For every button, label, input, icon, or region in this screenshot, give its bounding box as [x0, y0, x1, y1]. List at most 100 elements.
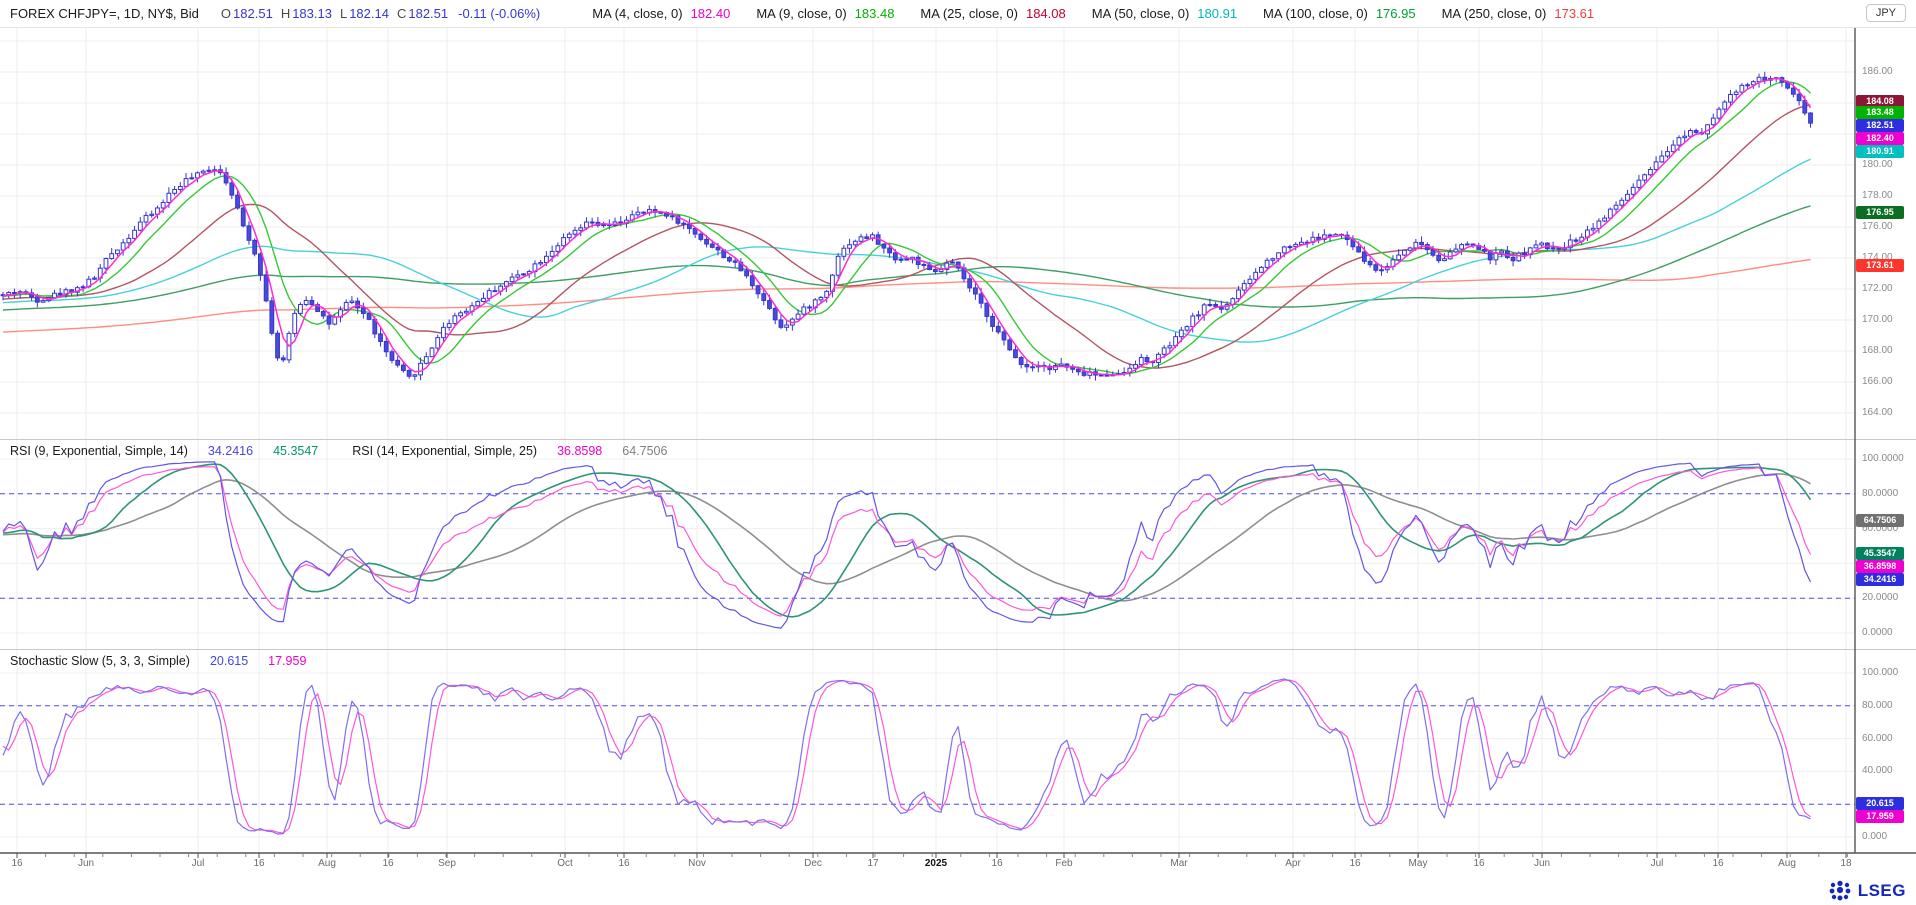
ohlc-key: C	[396, 6, 407, 21]
price-axis-label: 174.00	[1862, 252, 1893, 263]
ohlc-key: L	[339, 6, 348, 21]
rsi-axis-badge: 45.3547	[1856, 547, 1904, 560]
ohlc-values: O 182.51 H 183.13 L 182.14 C 182.51	[213, 6, 448, 21]
time-axis-label: 18	[1840, 858, 1852, 869]
price-axis-label: 186.00	[1862, 66, 1893, 77]
ma-legend: MA (4, close, 0) 182.40 MA (9, close, 0) 18…	[566, 6, 1594, 21]
change-value: -0.11 (-0.06%)	[458, 6, 541, 21]
price-axis-badge: 184.08	[1856, 95, 1904, 108]
price-axis-badge: 180.91	[1856, 145, 1904, 158]
rsi-values-2: 36.8598 64.7506	[547, 444, 677, 458]
price-axis-badge: 173.61	[1856, 259, 1904, 272]
chart-header: FOREX CHFJPY=, 1D, NY$, Bid O 182.51 H 183.…	[0, 0, 1916, 28]
price-axis-label: 164.00	[1862, 407, 1893, 418]
price-axis-label: 180.00	[1862, 159, 1893, 170]
rsi-axis-label: 80.0000	[1862, 487, 1899, 499]
indicator-value: 64.7506	[622, 444, 668, 458]
rsi-header: RSI (9, Exponential, Simple, 14) 34.2416 4…	[10, 444, 687, 458]
price-axis-badge: 182.40	[1856, 132, 1904, 145]
price-axis-badge: 176.95	[1856, 206, 1904, 219]
ma-legend-value: 180.91	[1197, 6, 1238, 21]
ma-legend-value: 183.48	[854, 6, 895, 21]
time-axis-label: Feb	[1055, 858, 1073, 869]
lseg-crest-icon	[1829, 880, 1851, 901]
stoch-header: Stochastic Slow (5, 3, 3, Simple) 20.615 1…	[10, 654, 326, 668]
ma-legend-label: MA (9, close, 0)	[756, 6, 847, 21]
ma-legend-label: MA (100, close, 0)	[1263, 6, 1368, 21]
ma-legend-value: 182.40	[690, 6, 731, 21]
time-axis-label: 17	[867, 858, 879, 869]
rsi-axis-badge: 64.7506	[1856, 514, 1904, 527]
time-axis-label: Sep	[438, 858, 456, 869]
time-axis-label: May	[1408, 858, 1428, 869]
time-axis-label: 16	[991, 858, 1003, 869]
time-axis-label: 16	[11, 858, 23, 869]
time-axis-label: Oct	[557, 858, 573, 869]
time-axis-label: Apr	[1285, 858, 1301, 869]
ma-legend-label: MA (50, close, 0)	[1091, 6, 1190, 21]
time-axis-label: 16	[1473, 858, 1485, 869]
time-axis-label: 16	[382, 858, 394, 869]
rsi-label-1: RSI (9, Exponential, Simple, 14)	[10, 444, 188, 458]
ohlc-key: H	[280, 6, 291, 21]
price-axis-label: 176.00	[1862, 221, 1893, 232]
lseg-logo-text: LSEG	[1857, 881, 1906, 900]
ohlc-value: 182.14	[349, 6, 389, 21]
rsi-axis-label: 20.0000	[1862, 592, 1899, 604]
rsi-axis-label: 60.0000	[1862, 522, 1899, 534]
time-axis-label: Jun	[77, 858, 95, 869]
time-axis-label: 16	[1712, 858, 1724, 869]
rsi-axis-label: 100.0000	[1862, 453, 1904, 464]
ma-legend-label: MA (4, close, 0)	[592, 6, 683, 21]
ma-legend-value: 176.95	[1375, 6, 1416, 21]
currency-axis-button[interactable]: JPY	[1865, 4, 1906, 22]
price-axis-badge: 183.48	[1856, 106, 1904, 119]
rsi-label-2: RSI (14, Exponential, Simple, 25)	[352, 444, 538, 458]
time-axis-label: 16	[618, 858, 630, 869]
time-axis-label: 16	[1349, 858, 1361, 869]
indicator-value: 45.3547	[273, 444, 319, 458]
stoch-label: Stochastic Slow (5, 3, 3, Simple)	[10, 654, 190, 668]
price-axis-label: 178.00	[1862, 190, 1893, 201]
ma-legend-label: MA (25, close, 0)	[920, 6, 1018, 21]
instrument-title: FOREX CHFJPY=, 1D, NY$, Bid	[10, 6, 199, 21]
stoch-values: 20.615 17.959	[200, 654, 316, 668]
ma-legend-value: 173.61	[1554, 6, 1595, 21]
ohlc-value: 183.13	[292, 6, 332, 21]
price-axis-badge: 182.51	[1856, 119, 1904, 132]
stoch-axis-label: 60.000	[1862, 732, 1893, 744]
stoch-axis-label: 80.000	[1862, 699, 1893, 711]
ohlc-value: 182.51	[408, 6, 449, 21]
price-axis-label: 170.00	[1862, 314, 1893, 325]
ohlc-value: 182.51	[233, 6, 273, 21]
indicator-value: 17.959	[268, 654, 307, 668]
time-axis-label: Dec	[804, 858, 822, 869]
rsi-values-1: 34.2416 45.3547	[198, 444, 328, 458]
time-axis-label: Aug	[318, 858, 336, 869]
stoch-axis-label: 0.000	[1862, 831, 1888, 842]
indicator-value: 20.615	[209, 654, 249, 668]
stoch-axis-label: 40.000	[1862, 765, 1893, 777]
lseg-logo: LSEG	[1828, 880, 1906, 902]
stoch-axis-badge: 17.959	[1856, 810, 1904, 823]
time-axis-label: Aug	[1778, 858, 1796, 869]
stoch-axis-label: 100.000	[1862, 667, 1899, 678]
price-axis-label: 168.00	[1862, 345, 1893, 356]
time-axis-label: Jul	[1650, 858, 1664, 869]
time-axis-label: 16	[253, 858, 265, 869]
time-axis-label: Jun	[1533, 858, 1551, 869]
indicator-value: 36.8598	[557, 444, 603, 458]
stoch-axis-badge: 20.615	[1856, 797, 1904, 810]
price-axis-label: 166.00	[1862, 376, 1893, 387]
price-axis-label: 172.00	[1862, 283, 1893, 294]
time-axis-label: Nov	[688, 858, 706, 869]
time-axis-label: Jul	[191, 858, 205, 869]
rsi-axis-badge: 36.8598	[1856, 560, 1904, 573]
ma-legend-value: 184.08	[1025, 6, 1066, 21]
time-axis-label: Mar	[1170, 858, 1188, 869]
rsi-axis-label: 0.0000	[1862, 627, 1893, 638]
indicator-value: 34.2416	[207, 444, 254, 458]
rsi-axis-badge: 34.2416	[1856, 573, 1904, 586]
